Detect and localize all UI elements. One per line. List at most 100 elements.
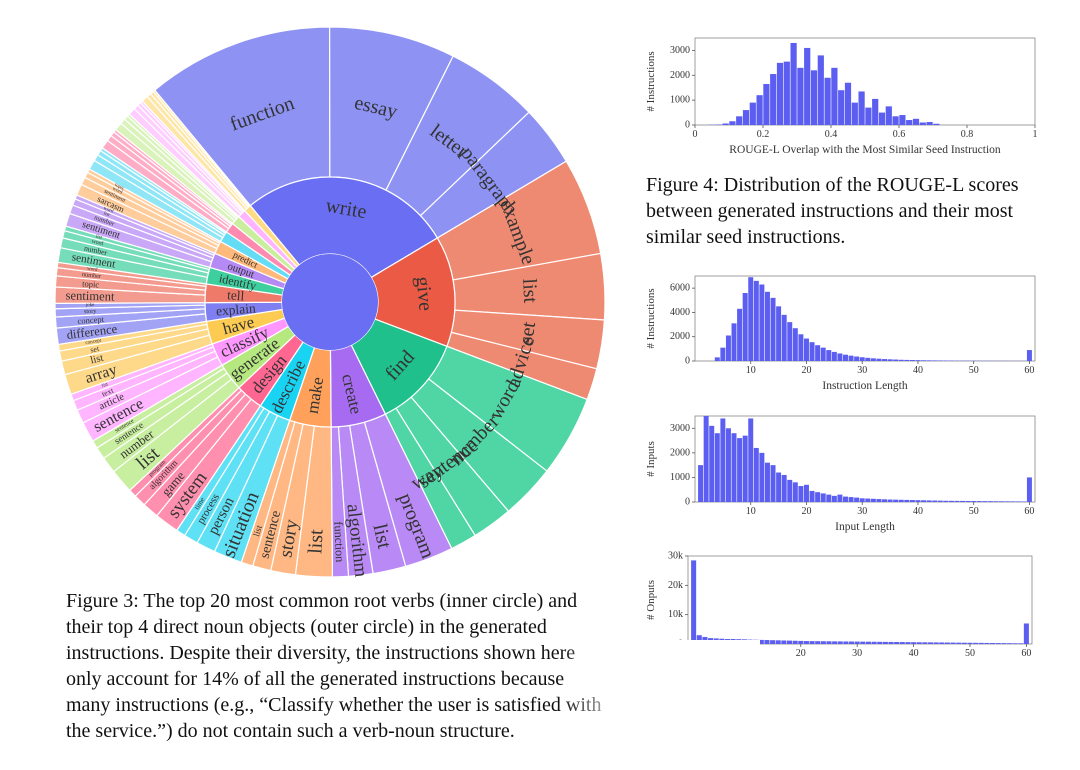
histogram-bar	[965, 500, 971, 502]
noun-label: list	[101, 381, 109, 389]
histogram-bar	[815, 345, 821, 361]
y-tick-label: 2000	[670, 447, 690, 458]
histogram-bar	[725, 335, 731, 361]
histogram-bar	[786, 640, 793, 644]
noun-label: word	[111, 186, 123, 195]
noun-label: topic	[82, 278, 100, 289]
histogram-bar	[954, 500, 960, 502]
histogram-bar	[756, 95, 763, 125]
histogram-bar	[787, 322, 793, 361]
noun-label: story	[84, 308, 98, 316]
histogram-bar	[691, 560, 697, 644]
histogram-bar	[870, 498, 876, 502]
plot-frame	[694, 37, 1036, 126]
histogram-bar	[926, 122, 933, 125]
noun-label: difference	[66, 322, 119, 342]
histogram-bar	[882, 641, 888, 644]
histogram-bar	[826, 494, 832, 502]
x-tick-label: 1	[1033, 129, 1038, 140]
histogram-bar	[872, 98, 879, 125]
histogram-bar	[770, 465, 776, 502]
histogram-bar	[1012, 643, 1018, 644]
histogram-bar	[1018, 643, 1024, 644]
histogram-bar	[1023, 623, 1029, 644]
histogram-bar	[882, 499, 887, 502]
histogram-bar	[742, 435, 748, 502]
x-tick-label: 10	[746, 365, 756, 376]
histogram-bar	[737, 308, 743, 361]
histogram-bar	[770, 297, 776, 361]
histogram-bar	[926, 500, 932, 502]
histogram-bar	[893, 499, 899, 502]
histogram-bar	[887, 359, 893, 361]
histogram-bar	[893, 359, 899, 361]
noun-label: set	[90, 344, 101, 355]
histogram-bar	[973, 642, 979, 644]
x-tick-label: 40	[909, 648, 919, 659]
histogram-bar	[882, 359, 887, 361]
x-tick-label: 40	[913, 365, 923, 376]
plot-frame	[694, 415, 1036, 503]
y-axis-label: # Instructions	[645, 288, 657, 348]
noun-label: sentiment	[65, 288, 115, 303]
histogram-bar	[820, 493, 826, 502]
histogram-bar	[937, 360, 943, 361]
histogram-bar	[865, 641, 871, 644]
histogram-bar	[859, 357, 865, 361]
histogram-bar	[790, 42, 797, 125]
histogram-bar	[933, 642, 939, 644]
histogram-bar	[817, 55, 824, 125]
x-tick-label: 60	[1024, 506, 1034, 517]
noun-label: list	[518, 278, 541, 304]
noun-label: concept	[77, 314, 105, 326]
histogram-bar	[915, 500, 921, 502]
y-tick-label: 4000	[670, 307, 690, 318]
histogram-bar	[764, 462, 770, 502]
histogram-bar	[1026, 350, 1032, 361]
outer-ring-nouns	[54, 26, 606, 578]
histogram-bar	[956, 642, 962, 644]
histogram-bar	[892, 116, 899, 125]
histogram-bar	[792, 482, 798, 502]
histogram-bar	[815, 641, 821, 644]
histogram-bar	[984, 642, 990, 644]
histogram-bar	[1015, 501, 1021, 502]
histogram-bar	[995, 643, 1001, 644]
histogram-bar	[906, 120, 913, 125]
histogram-bar	[976, 501, 982, 502]
noun-label: list	[89, 353, 104, 367]
y-axis-label: # Onputs	[645, 580, 657, 620]
histogram-bar	[775, 640, 781, 644]
histogram-bar	[792, 328, 798, 361]
histogram-bar	[967, 642, 973, 644]
histogram-bar	[763, 83, 770, 125]
histogram-bar	[820, 347, 826, 361]
histogram-bar	[764, 291, 770, 361]
histogram-bar	[758, 639, 764, 644]
y-tick-label: 0	[685, 497, 690, 508]
x-tick-label: 0.6	[893, 129, 906, 140]
histogram-bar	[909, 500, 915, 502]
histogram-bar	[826, 641, 832, 644]
histogram-bar	[1004, 501, 1010, 502]
x-tick-label: 60	[1021, 648, 1031, 659]
histogram-bar	[820, 641, 826, 644]
figure-4-caption: Figure 4: Distribution of the ROUGE-L sc…	[646, 174, 1019, 248]
histogram-bar	[876, 358, 882, 361]
histogram-bar	[865, 107, 872, 125]
x-axis-label: ROUGE-L Overlap with the Most Similar Se…	[729, 144, 1001, 156]
histogram-bar	[844, 82, 852, 125]
histogram-bar	[831, 495, 837, 502]
plot-frame	[687, 555, 1033, 645]
histogram-bar	[871, 641, 877, 644]
histogram-bar	[1001, 643, 1007, 644]
histogram-bar	[878, 112, 886, 125]
histogram-bar	[916, 642, 922, 644]
verb-label: explain	[215, 300, 256, 318]
histogram-bar	[899, 115, 906, 125]
histogram-bar	[787, 479, 793, 502]
histogram-bar	[831, 67, 838, 125]
histogram-bar	[870, 358, 876, 361]
noun-label: concept	[85, 338, 102, 347]
x-tick-label: 0.2	[757, 129, 770, 140]
